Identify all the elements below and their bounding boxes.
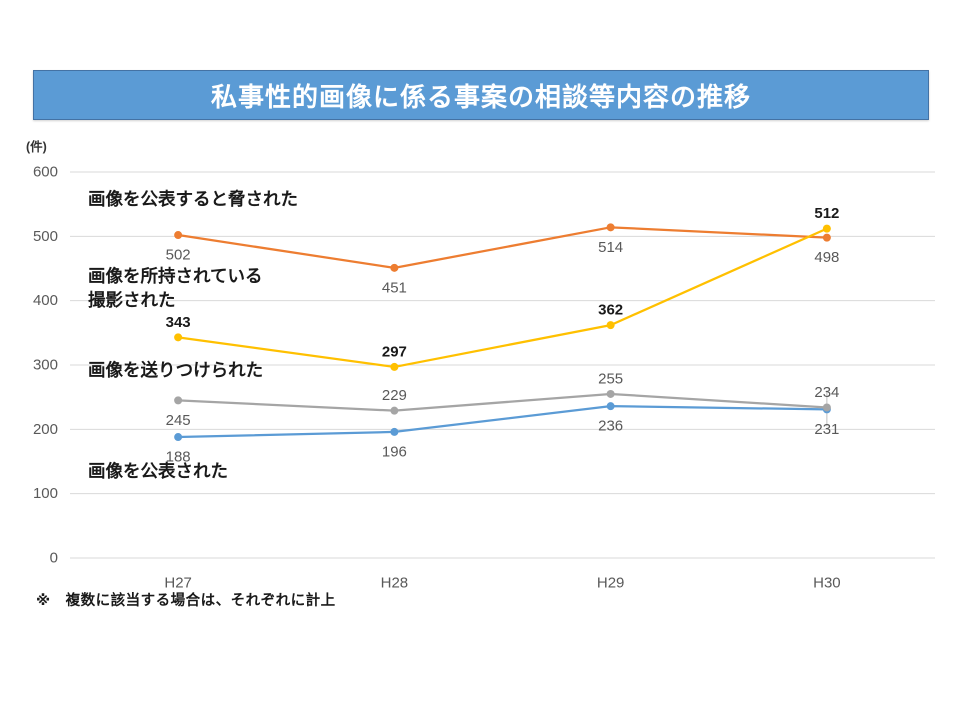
data-label: 229 <box>382 387 407 404</box>
data-point <box>606 389 615 398</box>
series-line <box>177 227 828 369</box>
x-tick-label: H30 <box>813 575 841 592</box>
data-label: 234 <box>814 384 839 401</box>
y-tick-label: 0 <box>50 550 58 567</box>
x-tick-label: H29 <box>597 575 625 592</box>
data-point <box>174 396 183 405</box>
series-line <box>177 392 828 412</box>
data-label: 498 <box>814 249 839 266</box>
data-point <box>606 223 615 232</box>
annotation-label: 画像を公表された <box>88 461 228 481</box>
series-line <box>177 405 828 439</box>
y-tick-label: 500 <box>33 228 58 245</box>
annotation-label: 画像を送りつけられた <box>88 360 263 380</box>
data-label: 297 <box>382 343 407 360</box>
footnote: ※ 複数に該当する場合は、それぞれに計上 <box>36 593 336 609</box>
y-tick-label: 100 <box>33 485 58 502</box>
y-tick-label: 200 <box>33 421 58 438</box>
data-point <box>174 231 183 240</box>
data-point <box>822 224 831 233</box>
data-point <box>390 362 399 371</box>
data-label: 514 <box>598 239 623 256</box>
data-point <box>390 427 399 436</box>
annotation-label: 画像を所持されている撮影された <box>88 266 262 310</box>
data-label: 343 <box>166 314 191 331</box>
data-label: 451 <box>382 279 407 296</box>
data-point <box>174 433 183 442</box>
data-label: 196 <box>382 443 407 460</box>
data-label: 255 <box>598 370 623 387</box>
y-tick-label: 600 <box>33 164 58 181</box>
x-tick-label: H27 <box>164 575 192 592</box>
data-label: 231 <box>814 421 839 438</box>
data-label: 188 <box>166 449 191 466</box>
data-point <box>174 333 183 342</box>
data-label: 236 <box>598 418 623 435</box>
data-point <box>606 402 615 411</box>
series-line <box>177 226 828 269</box>
x-tick-label: H28 <box>381 575 409 592</box>
data-label: 502 <box>166 247 191 264</box>
title-banner: 私事性的画像に係る事案の相談等内容の推移 <box>33 70 929 120</box>
y-tick-label: 400 <box>33 292 58 309</box>
data-label: 245 <box>166 412 191 429</box>
data-point <box>606 321 615 330</box>
data-point <box>822 403 831 412</box>
page-title: 私事性的画像に係る事案の相談等内容の推移 <box>210 81 751 112</box>
annotation-label: 画像を公表すると脅された <box>88 189 298 209</box>
data-label: 512 <box>814 205 839 222</box>
data-point <box>390 406 399 415</box>
data-label: 362 <box>598 302 623 319</box>
data-point <box>822 233 831 242</box>
y-tick-label: 300 <box>33 357 58 374</box>
y-axis-unit-label: (件) <box>26 140 47 154</box>
data-point <box>390 263 399 272</box>
